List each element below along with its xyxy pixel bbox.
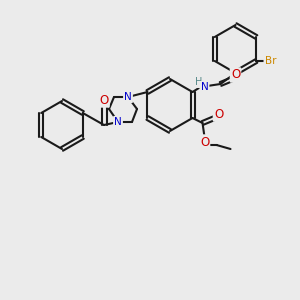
Text: O: O: [214, 107, 223, 121]
Text: O: O: [231, 68, 240, 82]
Text: N: N: [201, 82, 208, 92]
Text: N: N: [124, 92, 132, 102]
Text: O: O: [99, 94, 109, 106]
Text: Br: Br: [265, 56, 276, 66]
Text: N: N: [114, 117, 122, 127]
Text: H: H: [195, 77, 202, 87]
Text: O: O: [200, 136, 209, 148]
